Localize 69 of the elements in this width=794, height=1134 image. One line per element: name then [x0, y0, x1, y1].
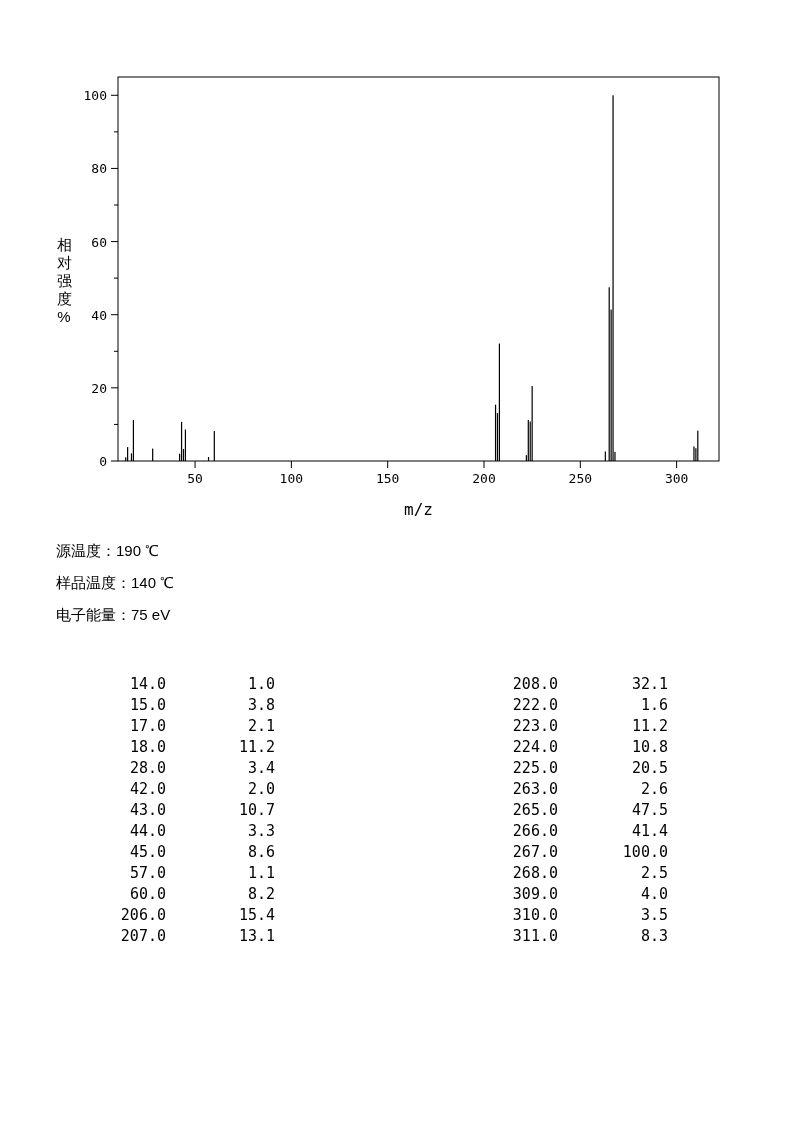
- text: 47.5: [631, 801, 668, 819]
- text: 3.5: [640, 906, 668, 924]
- x-tick-label: 100: [279, 471, 304, 486]
- text: 样品温度：140 ℃: [56, 574, 175, 591]
- text: 10.7: [238, 801, 275, 819]
- text: 15.0: [129, 696, 166, 714]
- text: 207.0: [120, 927, 166, 945]
- text: 44.0: [129, 822, 166, 840]
- text: 10.8: [631, 738, 668, 756]
- text: 15.4: [238, 906, 275, 924]
- text: 263.0: [512, 780, 558, 798]
- text: 4.0: [640, 885, 668, 903]
- y-tick-label: 20: [91, 380, 107, 396]
- text: 14.0: [129, 675, 166, 693]
- text: 1.1: [247, 864, 275, 882]
- text: 60.0: [129, 885, 166, 903]
- text: 11.2: [238, 738, 275, 756]
- y-tick-label: 60: [91, 234, 107, 250]
- text: 42.0: [129, 780, 166, 798]
- text: 224.0: [512, 738, 558, 756]
- x-tick-label: 50: [187, 471, 203, 486]
- text: 13.1: [238, 927, 275, 945]
- text: 309.0: [512, 885, 558, 903]
- text: 8.3: [640, 927, 668, 945]
- text: 1.0: [247, 675, 275, 693]
- text: 311.0: [512, 927, 558, 945]
- text: 8.2: [247, 885, 275, 903]
- text: 267.0: [512, 843, 558, 861]
- text: 17.0: [129, 717, 166, 735]
- text: 268.0: [512, 864, 558, 882]
- text: 18.0: [129, 738, 166, 756]
- text: 3.4: [247, 759, 275, 777]
- text: 20.5: [631, 759, 668, 777]
- x-tick-label: 300: [664, 471, 689, 486]
- text: 11.2: [631, 717, 668, 735]
- y-tick-label: 0: [99, 454, 107, 469]
- text: 57.0: [129, 864, 166, 882]
- text: 1.6: [640, 696, 668, 714]
- text: 2.0: [247, 780, 275, 798]
- text: 100.0: [622, 843, 668, 861]
- text: 223.0: [512, 717, 558, 735]
- y-tick-label: 100: [83, 88, 107, 104]
- text: 310.0: [512, 906, 558, 924]
- text: 41.4: [631, 822, 668, 840]
- x-tick-label: 250: [568, 471, 593, 486]
- y-axis-title: 相对强度%: [56, 236, 72, 325]
- text: 电子能量：75 eV: [56, 606, 171, 623]
- x-tick-label: 200: [472, 471, 496, 486]
- x-tick-label: 150: [375, 471, 400, 486]
- y-tick-label: 40: [91, 307, 107, 323]
- text: 3.3: [247, 822, 275, 840]
- text: 43.0: [129, 801, 166, 819]
- text: 2.5: [640, 864, 668, 882]
- text: 266.0: [512, 822, 558, 840]
- x-axis-title: m/z: [404, 500, 433, 519]
- text: 265.0: [512, 801, 558, 819]
- y-tick-label: 80: [91, 161, 107, 177]
- text: 3.8: [247, 696, 275, 714]
- text: 2.6: [640, 780, 668, 798]
- text: 28.0: [129, 759, 166, 777]
- text: 206.0: [120, 906, 166, 924]
- text: 2.1: [247, 717, 275, 735]
- text: 45.0: [129, 843, 166, 861]
- text: 222.0: [512, 696, 558, 714]
- text: 225.0: [512, 759, 558, 777]
- text: 32.1: [631, 675, 668, 693]
- text: 8.6: [247, 843, 275, 861]
- text: 源温度：190 ℃: [56, 542, 160, 559]
- text: 208.0: [512, 675, 558, 693]
